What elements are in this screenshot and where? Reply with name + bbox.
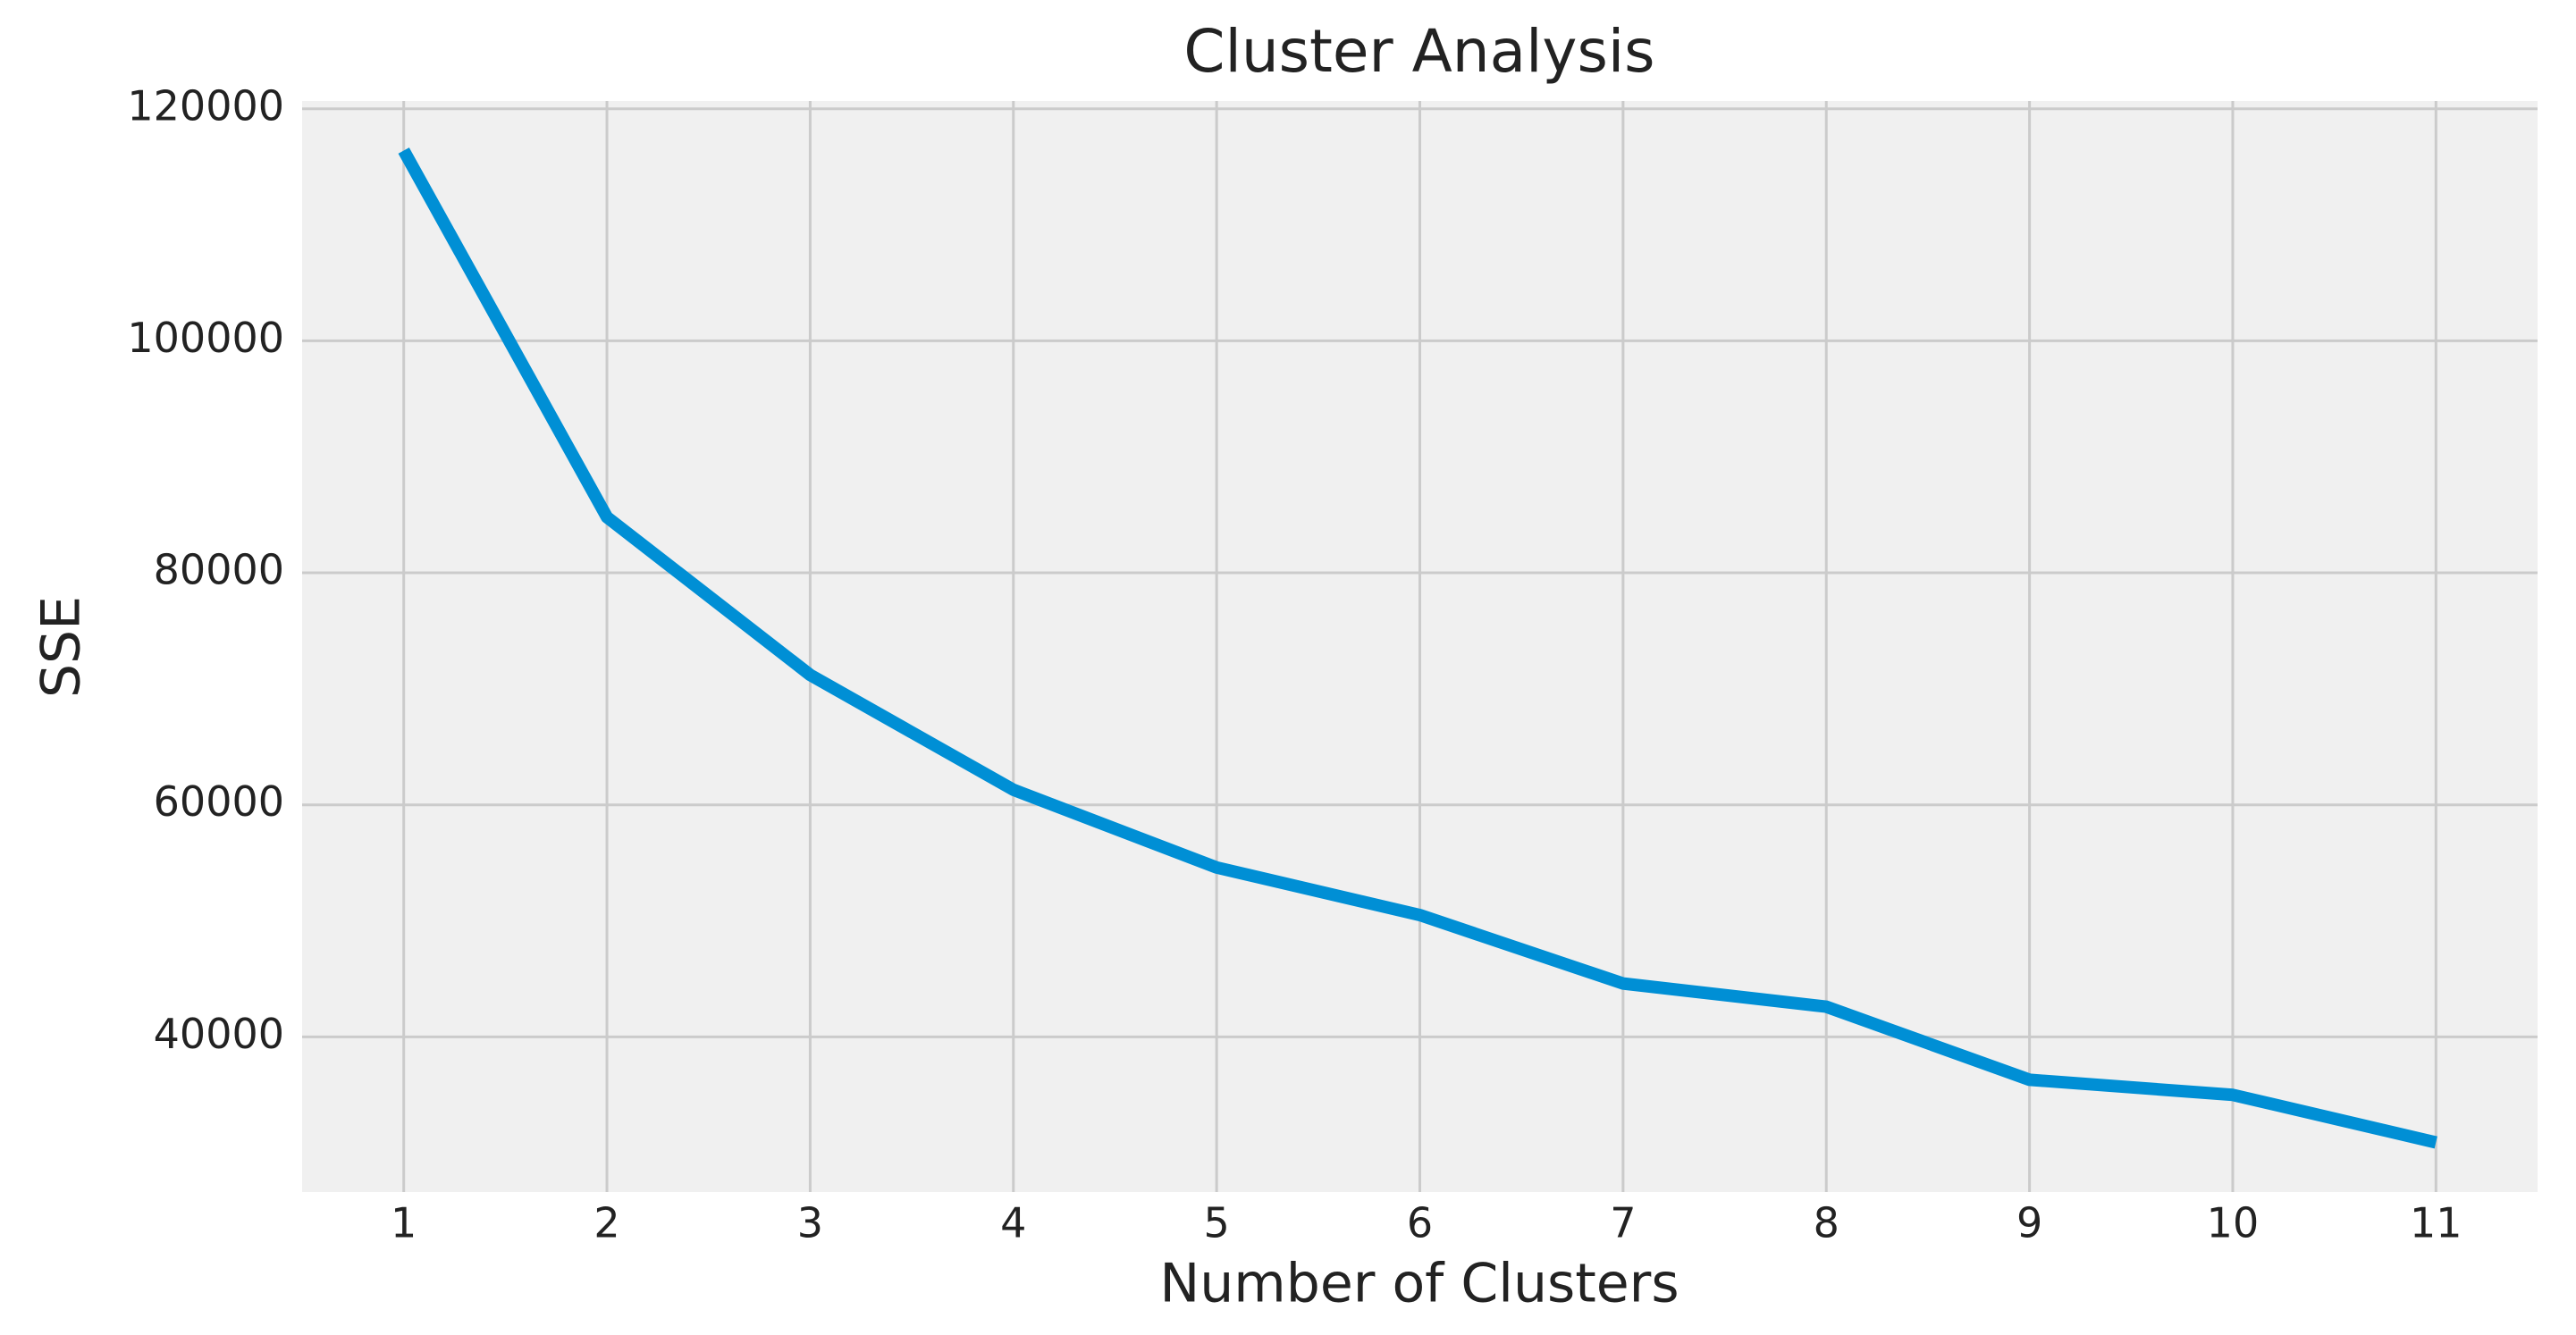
x-tick-label: 6 — [1407, 1199, 1433, 1247]
x-tick-label: 10 — [2207, 1199, 2260, 1247]
y-tick-label: 40000 — [154, 1010, 284, 1058]
y-tick-label: 60000 — [154, 777, 284, 826]
y-tick-label: 100000 — [127, 314, 284, 362]
x-tick-label: 1 — [391, 1199, 417, 1247]
x-tick-label: 2 — [593, 1199, 619, 1247]
x-axis-label: Number of Clusters — [1159, 1253, 1679, 1315]
x-tick-label: 8 — [1814, 1199, 1839, 1247]
x-tick-label: 5 — [1203, 1199, 1229, 1247]
y-tick-label: 80000 — [154, 546, 284, 594]
x-tick-label: 4 — [1000, 1199, 1026, 1247]
data-line — [398, 147, 2437, 1149]
y-tick-label: 120000 — [127, 81, 284, 130]
y-axis-label: SSE — [30, 596, 93, 698]
x-tick-label: 7 — [1610, 1199, 1636, 1247]
chart-title: Cluster Analysis — [1183, 17, 1654, 86]
x-tick-label: 9 — [2016, 1199, 2042, 1247]
x-tick-label: 3 — [797, 1199, 823, 1247]
x-tick-label: 11 — [2410, 1199, 2462, 1247]
